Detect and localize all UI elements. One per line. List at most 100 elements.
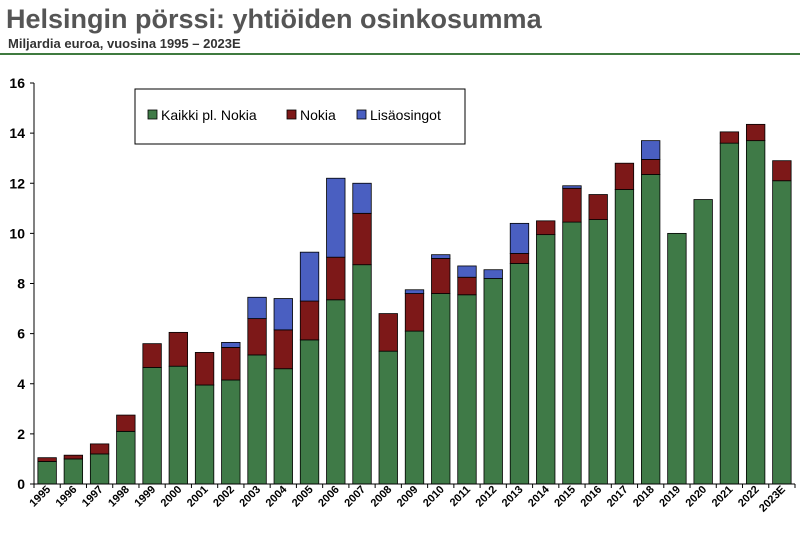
y-tick-label: 16 bbox=[9, 75, 25, 91]
bar-2004-series-0 bbox=[273, 368, 293, 485]
bar-2008-series-1 bbox=[378, 313, 398, 352]
bar-2013-series-1 bbox=[509, 253, 530, 264]
bar-2005-series-2 bbox=[299, 251, 320, 302]
x-tick-label: 2016 bbox=[579, 484, 605, 510]
y-tick-label: 10 bbox=[9, 225, 25, 241]
bar-1997-series-0 bbox=[89, 453, 110, 485]
y-tick-label: 0 bbox=[17, 476, 25, 492]
x-tick-label: 1999 bbox=[132, 484, 158, 510]
x-tick-label: 2011 bbox=[448, 484, 473, 509]
bar-2018-series-0 bbox=[641, 174, 661, 485]
bar-1999-series-1 bbox=[142, 343, 162, 368]
bar-2016-series-0 bbox=[588, 219, 608, 485]
bar-2008-series-0 bbox=[378, 350, 398, 485]
x-tick-label: 1996 bbox=[54, 484, 80, 510]
bar-2000-series-0 bbox=[168, 365, 188, 485]
bar-2010-series-2 bbox=[431, 254, 451, 259]
bar-2019-series-0 bbox=[667, 232, 687, 485]
bar-2002-series-1 bbox=[221, 347, 241, 381]
bar-2007-series-2 bbox=[352, 182, 372, 214]
y-tick-label: 8 bbox=[17, 276, 25, 292]
bar-2016-series-1 bbox=[588, 194, 608, 220]
x-tick-label: 2001 bbox=[185, 484, 211, 510]
bar-2004-series-2 bbox=[273, 298, 293, 331]
bar-2011-series-1 bbox=[457, 276, 477, 296]
bar-2005-series-1 bbox=[299, 300, 320, 341]
x-tick-label: 2008 bbox=[369, 484, 395, 510]
x-tick-label: 2009 bbox=[395, 484, 421, 510]
bar-2023E-series-1 bbox=[772, 160, 792, 182]
x-tick-label: 2018 bbox=[631, 484, 657, 510]
x-tick-label: 2023E bbox=[757, 484, 788, 515]
bar-2001-series-1 bbox=[194, 352, 215, 386]
bar-2009-series-2 bbox=[404, 289, 425, 294]
legend-label: Nokia bbox=[300, 107, 336, 123]
bar-2004-series-1 bbox=[273, 329, 293, 370]
bar-2010-series-1 bbox=[431, 258, 451, 294]
x-tick-label: 1998 bbox=[106, 484, 132, 510]
bar-2000-series-1 bbox=[168, 331, 188, 367]
bar-2003-series-1 bbox=[247, 318, 267, 356]
bar-1996-series-0 bbox=[63, 458, 84, 485]
bar-1999-series-0 bbox=[142, 367, 162, 485]
bar-2020-series-0 bbox=[693, 199, 713, 485]
bar-2015-series-1 bbox=[562, 187, 582, 223]
bar-2012-series-0 bbox=[483, 278, 503, 485]
legend-label: Lisäosingot bbox=[370, 107, 441, 123]
bar-2002-series-2 bbox=[221, 341, 241, 348]
title-divider bbox=[0, 53, 800, 55]
bar-2021-series-1 bbox=[719, 131, 740, 144]
legend-swatch bbox=[356, 109, 367, 120]
bar-1996-series-1 bbox=[63, 454, 84, 460]
x-tick-label: 2010 bbox=[421, 484, 447, 510]
y-tick-label: 2 bbox=[17, 426, 25, 442]
bar-2017-series-0 bbox=[614, 189, 635, 485]
bar-2009-series-0 bbox=[404, 330, 425, 485]
x-tick-label: 1997 bbox=[80, 484, 106, 510]
bar-2023E-series-0 bbox=[772, 180, 792, 485]
bar-2018-series-1 bbox=[641, 159, 661, 175]
bar-1997-series-1 bbox=[89, 443, 110, 455]
bar-2022-series-0 bbox=[745, 140, 766, 485]
bar-1998-series-1 bbox=[116, 414, 136, 432]
bar-2006-series-0 bbox=[326, 299, 346, 485]
bar-1995-series-0 bbox=[37, 461, 57, 485]
bar-2003-series-2 bbox=[247, 296, 267, 319]
x-tick-label: 2014 bbox=[526, 483, 552, 509]
bar-1998-series-0 bbox=[116, 430, 136, 485]
y-tick-label: 6 bbox=[17, 326, 25, 342]
bar-2014-series-1 bbox=[536, 220, 556, 236]
bar-2003-series-0 bbox=[247, 354, 267, 485]
legend-label: Kaikki pl. Nokia bbox=[161, 107, 257, 123]
bar-2022-series-1 bbox=[745, 123, 766, 142]
x-tick-label: 2021 bbox=[710, 484, 736, 510]
x-tick-label: 2015 bbox=[552, 484, 578, 510]
bar-2002-series-0 bbox=[221, 379, 241, 485]
x-tick-label: 2020 bbox=[683, 484, 709, 510]
bar-2009-series-1 bbox=[404, 293, 425, 332]
x-tick-label: 2017 bbox=[605, 484, 631, 510]
x-tick-label: 2005 bbox=[290, 484, 316, 510]
legend-swatch bbox=[286, 109, 297, 120]
x-tick-label: 2007 bbox=[342, 484, 368, 510]
bar-2021-series-0 bbox=[719, 142, 740, 485]
legend-box bbox=[134, 88, 466, 145]
chart-title: Helsingin pörssi: yhtiöiden osinkosumma bbox=[6, 4, 542, 34]
x-tick-label: 2004 bbox=[264, 483, 290, 509]
x-tick-label: 2006 bbox=[316, 484, 342, 510]
bar-2011-series-2 bbox=[457, 265, 477, 278]
bar-2014-series-0 bbox=[536, 234, 556, 485]
bar-2001-series-0 bbox=[194, 384, 215, 485]
y-tick-label: 14 bbox=[9, 125, 25, 141]
bar-2010-series-0 bbox=[431, 293, 451, 485]
bar-2013-series-2 bbox=[509, 222, 530, 254]
x-tick-label: 2019 bbox=[657, 484, 683, 510]
y-tick-label: 12 bbox=[9, 175, 25, 191]
x-tick-label: 1995 bbox=[27, 484, 53, 510]
bar-2006-series-1 bbox=[326, 256, 346, 301]
bar-2007-series-1 bbox=[352, 212, 372, 266]
bar-1995-series-1 bbox=[37, 457, 57, 462]
x-tick-label: 2012 bbox=[474, 484, 500, 510]
bar-2013-series-0 bbox=[509, 263, 530, 485]
